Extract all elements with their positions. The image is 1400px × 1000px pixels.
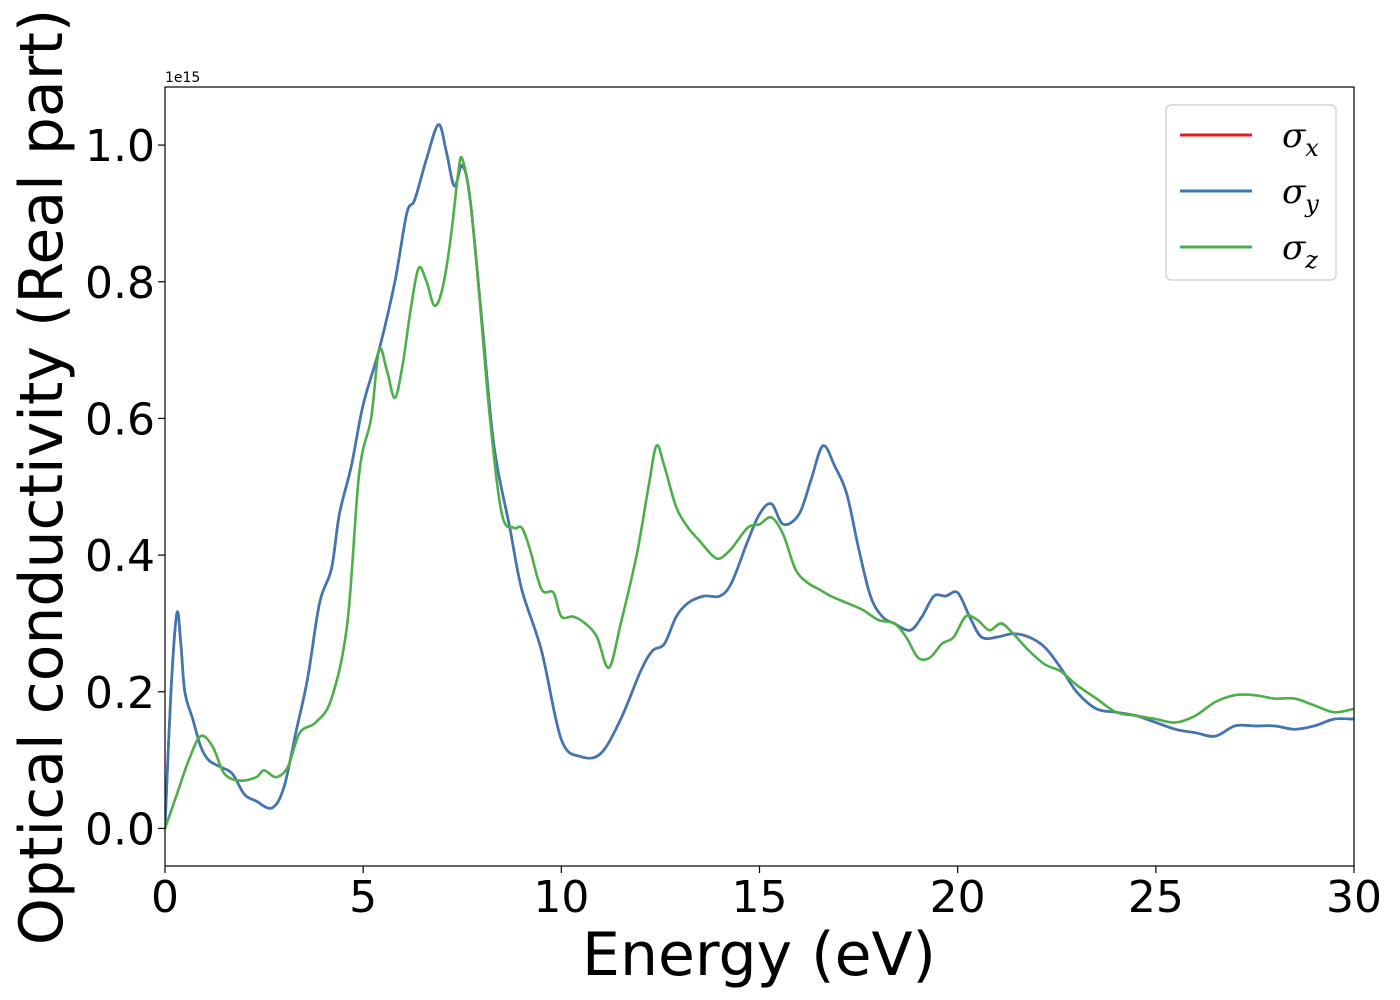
y-tick-label: 0.2 bbox=[85, 668, 155, 719]
series-line-y bbox=[165, 123, 1354, 830]
axes-layer: 0 5 10 15 20 25 30 0.0 0.2 0.4 0.6 0.8 1.0 bbox=[85, 86, 1382, 923]
legend-label-x: σx bbox=[1282, 116, 1319, 162]
y-tick-label: 0.4 bbox=[85, 531, 155, 582]
x-axis-label: Energy (eV) bbox=[582, 920, 936, 990]
y-tick-label: 0.0 bbox=[85, 804, 155, 855]
legend-label-z: σz bbox=[1282, 228, 1318, 274]
y-tick-label: 1.0 bbox=[85, 121, 155, 172]
y-axis-label: Optical conductivity (Real part) bbox=[7, 9, 77, 946]
legend: σx σy σz bbox=[1165, 104, 1337, 281]
x-tick-label: 5 bbox=[349, 872, 377, 923]
series-line-z bbox=[165, 155, 1354, 830]
x-tick-label: 30 bbox=[1326, 872, 1382, 923]
x-tick-label: 15 bbox=[732, 872, 788, 923]
legend-label-y: σy bbox=[1282, 172, 1319, 218]
x-tick-label: 10 bbox=[533, 872, 589, 923]
x-tick-label: 0 bbox=[151, 872, 179, 923]
x-tick-label: 25 bbox=[1128, 872, 1184, 923]
series-layer bbox=[165, 123, 1354, 830]
y-tick-label: 0.6 bbox=[85, 394, 155, 445]
x-tick-label: 20 bbox=[930, 872, 986, 923]
y-tick-label: 0.8 bbox=[85, 258, 155, 309]
y-offset-label: 1e15 bbox=[165, 70, 200, 86]
